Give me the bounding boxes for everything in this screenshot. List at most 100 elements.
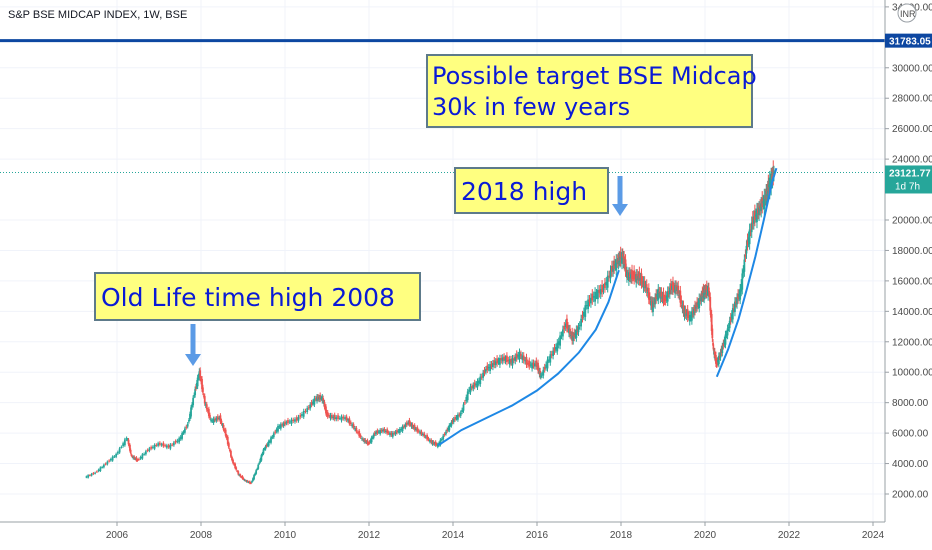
price-candle — [331, 415, 333, 418]
price-candle — [369, 440, 372, 442]
price-candle — [266, 443, 269, 446]
price-candle — [422, 434, 424, 436]
price-candle — [195, 386, 197, 389]
price-candle — [604, 282, 606, 289]
price-candle — [442, 435, 445, 440]
price-candle — [297, 417, 300, 421]
price-candle — [511, 358, 514, 366]
y-tick-label-11: 26000.00 — [892, 124, 932, 135]
price-candle — [709, 296, 712, 311]
price-candle — [199, 370, 202, 379]
annotation-target-line-2: 30k in few years — [432, 93, 630, 121]
price-candle — [270, 437, 272, 443]
price-candle — [646, 292, 649, 294]
price-candle — [677, 285, 680, 294]
price-candle — [290, 419, 293, 424]
price-candle — [200, 379, 203, 382]
price-candle — [679, 290, 682, 303]
price-candle — [738, 294, 741, 297]
price-candle — [560, 335, 563, 337]
y-tick-label-9: 20000.00 — [892, 216, 932, 227]
price-candle — [499, 358, 501, 365]
price-candle — [562, 329, 564, 337]
price-candle — [503, 356, 505, 361]
price-candle — [651, 300, 653, 309]
price-candle — [553, 347, 556, 352]
price-candle — [661, 296, 664, 299]
price-candle — [95, 471, 98, 473]
price-candle — [383, 428, 386, 432]
price-candle — [669, 283, 672, 290]
price-candle — [134, 458, 137, 460]
price-candle — [230, 451, 232, 457]
price-candle — [639, 277, 642, 281]
price-candle — [520, 353, 522, 356]
currency-badge[interactable]: INR — [897, 3, 917, 23]
x-tick-label-1: 2008 — [190, 530, 213, 541]
y-tick-label-2: 6000.00 — [892, 429, 929, 440]
price-candle — [635, 274, 638, 283]
price-candle — [158, 442, 161, 445]
price-candle — [167, 445, 170, 448]
price-candle — [260, 455, 263, 461]
price-candle — [318, 397, 321, 400]
price-candle — [216, 416, 219, 420]
price-candle — [310, 402, 313, 405]
price-candle — [102, 464, 105, 468]
price-candle — [711, 328, 714, 339]
price-candle — [143, 453, 146, 455]
horizontal-lines — [0, 39, 885, 173]
price-candle — [482, 372, 484, 378]
price-candle — [594, 291, 596, 302]
price-candle — [637, 276, 640, 281]
price-candle — [221, 425, 224, 427]
y-tick-label-8: 18000.00 — [892, 246, 932, 257]
annotation-target[interactable]: Possible target BSE Midcap 30k in few ye… — [426, 54, 757, 128]
time-scale[interactable] — [0, 522, 932, 550]
price-candle — [257, 464, 260, 469]
price-candle — [431, 441, 434, 445]
price-candle — [658, 291, 661, 294]
price-candle — [231, 457, 233, 461]
price-candle — [591, 293, 594, 301]
price-candle — [449, 425, 452, 427]
price-candle — [215, 418, 218, 421]
price-candle — [763, 195, 766, 209]
price-candle — [747, 237, 750, 242]
x-tick-label-0: 2006 — [106, 530, 129, 541]
price-candle — [559, 335, 561, 346]
price-candle — [337, 415, 339, 420]
price-candle — [131, 455, 134, 457]
price-candle — [736, 297, 738, 305]
price-candle — [515, 353, 518, 359]
price-candle — [745, 245, 748, 254]
price-candle — [263, 448, 266, 450]
annotation-2018-high[interactable]: 2018 high — [454, 167, 609, 214]
annotation-old-high[interactable]: Old Life time high 2008 — [94, 272, 421, 321]
price-candle — [606, 275, 609, 288]
price-candle — [151, 446, 154, 448]
price-candle — [396, 430, 398, 433]
price-candle — [404, 424, 407, 428]
price-candle — [202, 395, 205, 397]
price-candle — [757, 209, 759, 213]
price-candle — [379, 429, 382, 434]
price-candle — [165, 445, 168, 448]
price-candle — [347, 420, 349, 422]
price-candle — [643, 281, 646, 287]
price-candle — [192, 397, 195, 406]
price-candle — [202, 387, 204, 393]
price-candle — [575, 329, 578, 338]
price-candle — [307, 407, 310, 409]
price-candle — [740, 283, 743, 292]
price-candle — [405, 422, 408, 425]
price-candle — [626, 271, 628, 278]
price-candle — [650, 300, 652, 306]
price-candle — [640, 273, 643, 284]
price-candle — [483, 370, 486, 374]
price-candle — [452, 419, 455, 423]
price-candle — [625, 268, 628, 272]
price-candle — [249, 482, 252, 484]
price-scale[interactable] — [885, 0, 932, 550]
